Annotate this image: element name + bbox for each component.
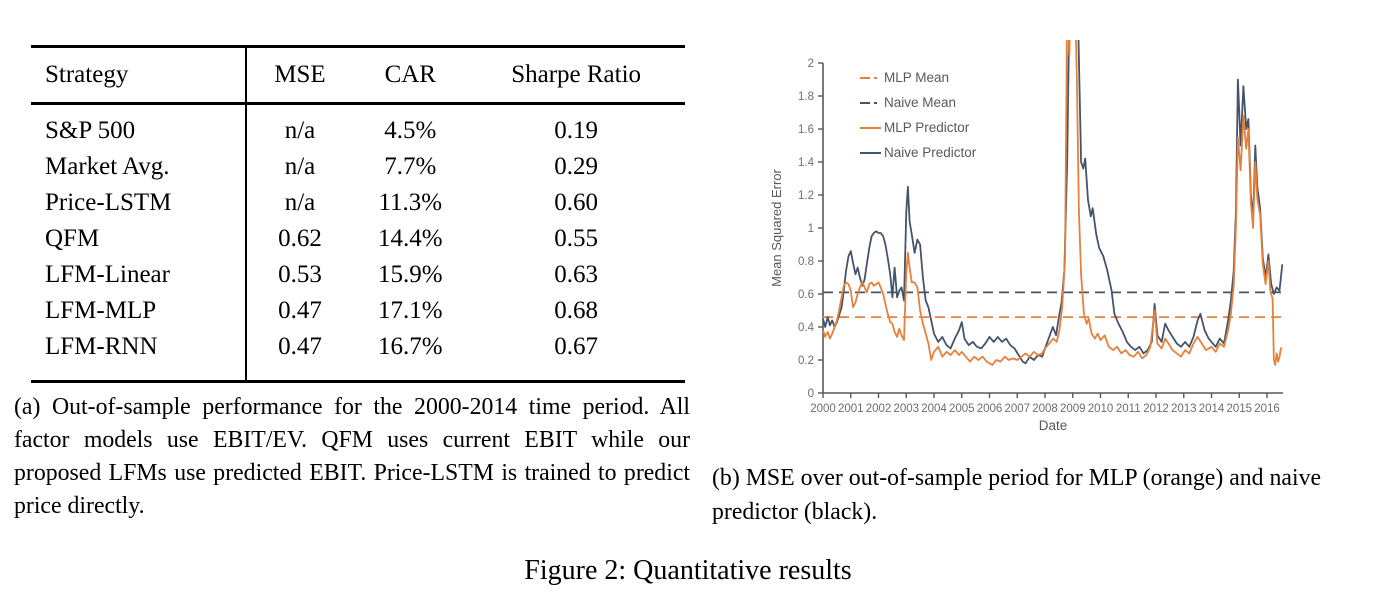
y-axis-tick-label: 1.8 — [798, 91, 814, 103]
column-header: MSE — [244, 46, 354, 105]
legend-label: MLP Predictor — [884, 120, 970, 135]
table-row: Price-LSTM n/a 11.3% 0.60 — [31, 185, 685, 221]
table-cell: LFM-MLP — [45, 297, 157, 324]
y-axis-tick-label: 0.4 — [798, 322, 815, 334]
table-header-row: Strategy MSE CAR Sharpe Ratio — [31, 46, 685, 105]
table-cell: 0.29 — [554, 153, 598, 180]
table-cell: 15.9% — [377, 261, 443, 288]
x-axis-tick-label: 2010 — [1088, 403, 1114, 415]
table-cell: 0.53 — [244, 257, 354, 293]
x-axis-tick-label: 2003 — [893, 403, 919, 415]
table-cell: 0.62 — [244, 221, 354, 257]
table-cell: n/a — [244, 149, 354, 185]
table-row: LFM-RNN 0.47 16.7% 0.67 — [31, 329, 685, 382]
table-cell: 0.47 — [244, 329, 354, 382]
x-axis-tick-label: 2006 — [977, 403, 1003, 415]
mse-chart: 0 0.2 0.4 0.6 0.8 1 1.2 1.4 1.6 1.8 2 Mean Squared … — [760, 30, 1376, 450]
x-axis-tick-label: 2007 — [1004, 403, 1030, 415]
y-axis-tick-label: 0.6 — [798, 289, 814, 301]
table-cell: 7.7% — [384, 153, 437, 180]
y-axis-tick-label: 0 — [808, 388, 814, 400]
x-axis-tick-label: 2016 — [1254, 403, 1280, 415]
table-cell: 0.19 — [554, 117, 598, 144]
table-cell: 14.4% — [377, 225, 443, 252]
table-cell: LFM-RNN — [45, 333, 158, 360]
x-axis-tick-label: 2005 — [949, 403, 975, 415]
panel-b-caption: (b) MSE over out-of-sample period for ML… — [712, 465, 1322, 525]
column-header: Sharpe Ratio — [467, 46, 685, 105]
mse-chart-svg: 0 0.2 0.4 0.6 0.8 1 1.2 1.4 1.6 1.8 2 Mean Squared … — [769, 40, 1284, 433]
table-cell: 17.1% — [377, 297, 443, 324]
table-cell: 4.5% — [384, 117, 437, 144]
x-axis-tick-label: 2011 — [1116, 403, 1141, 415]
table-cell: 0.67 — [554, 333, 598, 360]
x-axis-tick-label: 2001 — [838, 403, 864, 415]
table-cell: Price-LSTM — [45, 189, 172, 216]
table-row: LFM-MLP 0.47 17.1% 0.68 — [31, 293, 685, 329]
x-axis-tick-label: 2009 — [1060, 403, 1086, 415]
table-cell: 16.7% — [377, 333, 443, 360]
x-axis-tick-label: 2002 — [866, 403, 892, 415]
y-axis-tick-label: 1 — [808, 223, 814, 235]
legend-label: MLP Mean — [884, 70, 949, 85]
y-axis-tick-label: 1.2 — [798, 190, 814, 202]
y-axis-title: Mean Squared Error — [769, 168, 784, 286]
table-cell: 0.68 — [554, 297, 598, 324]
x-axis: 2000 2001 2002 2003 2004 2005 2006 2007 2008 2009… — [810, 393, 1280, 433]
series-mlp-predictor — [822, 40, 1283, 366]
table-cell: 0.63 — [554, 261, 598, 288]
table-row: QFM 0.62 14.4% 0.55 — [31, 221, 685, 257]
table-row: LFM-Linear 0.53 15.9% 0.63 — [31, 257, 685, 293]
x-axis-tick-label: 2012 — [1143, 403, 1169, 415]
table-cell: 0.47 — [244, 293, 354, 329]
table-cell: QFM — [45, 225, 100, 252]
panel-a-caption: (a) Out-of-sample performance for the 20… — [14, 394, 690, 519]
x-axis-title: Date — [1039, 418, 1068, 433]
column-header: CAR — [353, 46, 468, 105]
x-axis-tick-label: 2004 — [921, 403, 947, 415]
column-header: Strategy — [31, 46, 246, 105]
y-axis-tick-label: 0.2 — [798, 355, 814, 367]
y-axis-tick-label: 0.8 — [798, 256, 814, 268]
table-cell: n/a — [244, 103, 354, 149]
legend-label: Naive Predictor — [884, 145, 977, 160]
x-axis-tick-label: 2000 — [810, 403, 836, 415]
x-axis-tick-label: 2015 — [1226, 403, 1252, 415]
table-cell: 11.3% — [378, 189, 443, 216]
series — [822, 40, 1284, 366]
figure-caption: Figure 2: Quantitative results — [524, 555, 852, 586]
results-table-wrap: Strategy MSE CAR Sharpe Ratio S&P 500 n/a 4.5… — [31, 45, 685, 383]
table-body: S&P 500 n/a 4.5% 0.19 Market Avg. n/a 7.7% 0.29… — [31, 103, 685, 382]
series-naive-predictor — [822, 40, 1284, 365]
y-axis-tick-label: 1.6 — [798, 124, 814, 136]
x-axis-tick-label: 2013 — [1171, 403, 1197, 415]
y-axis-tick-label: 1.4 — [798, 157, 815, 169]
table-row: Market Avg. n/a 7.7% 0.29 — [31, 149, 685, 185]
table-cell: 0.60 — [554, 189, 598, 216]
legend-label: Naive Mean — [884, 95, 956, 110]
table-row: S&P 500 n/a 4.5% 0.19 — [31, 103, 685, 149]
table-cell: S&P 500 — [45, 117, 136, 144]
table-cell: 0.55 — [554, 225, 598, 252]
results-table: Strategy MSE CAR Sharpe Ratio S&P 500 n/a 4.5… — [31, 45, 685, 383]
table-cell: LFM-Linear — [45, 261, 170, 288]
y-axis: 0 0.2 0.4 0.6 0.8 1 1.2 1.4 1.6 1.8 2 Mean Squared … — [769, 58, 823, 400]
legend: MLP Mean Naive Mean MLP Predictor Naive Pre… — [860, 70, 977, 160]
x-axis-tick-label: 2014 — [1199, 403, 1225, 415]
x-axis-tick-label: 2008 — [1032, 403, 1058, 415]
y-axis-tick-label: 2 — [808, 58, 814, 70]
table-cell: n/a — [244, 185, 354, 221]
table-cell: Market Avg. — [45, 153, 170, 180]
